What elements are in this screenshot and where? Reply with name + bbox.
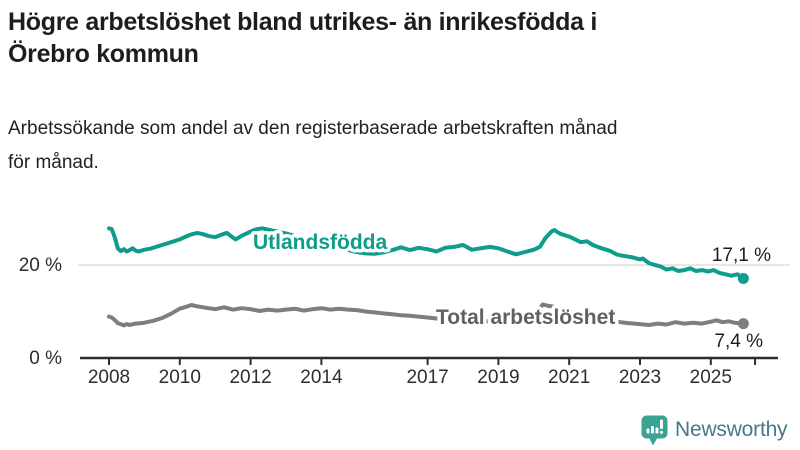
chart-title: Högre arbetslöshet bland utrikes- än inr… <box>8 6 794 70</box>
total-unemployment-end-dot <box>737 318 749 330</box>
foreign-born-end-dot <box>737 272 749 284</box>
foreign-born-label: Utlandsfödda <box>253 231 387 254</box>
x-axis-tick-label: 2008 <box>88 367 130 388</box>
newsworthy-logo[interactable]: Newsworthy <box>641 413 788 447</box>
x-axis-tick-label: 2021 <box>548 367 590 388</box>
x-axis-tick-label: 2019 <box>477 367 519 388</box>
x-axis-tick-label: 2025 <box>690 367 732 388</box>
chart-subtitle-line1: Arbetssökande som andel av den registerb… <box>8 118 618 139</box>
foreign-born-end-value: 17,1 % <box>712 245 771 266</box>
foreign-born-line <box>107 226 746 281</box>
chart-subtitle: Arbetssökande som andel av den registerb… <box>8 112 794 180</box>
x-axis-tick-label: 2017 <box>406 367 448 388</box>
x-axis-tick-label: 2012 <box>229 367 271 388</box>
total-unemployment-label: Total arbetslöshet <box>436 306 615 329</box>
x-axis-tick-label: 2023 <box>619 367 661 388</box>
newsworthy-wordmark: Newsworthy <box>675 418 788 441</box>
chart-title-line2: Örebro kommun <box>8 40 199 68</box>
chart-subtitle-line2: för månad. <box>8 152 99 173</box>
y-axis-tick-label: 20 % <box>19 255 62 276</box>
x-axis-tick-label: 2010 <box>159 367 201 388</box>
total-unemployment-end-value: 7,4 % <box>714 331 763 352</box>
chart-title-line1: Högre arbetslöshet bland utrikes- än inr… <box>8 8 597 36</box>
y-axis-tick-label: 0 % <box>29 348 62 369</box>
x-axis-tick-label: 2014 <box>300 367 343 388</box>
total-unemployment-line <box>107 302 746 328</box>
newsworthy-bubble-icon <box>641 415 668 445</box>
